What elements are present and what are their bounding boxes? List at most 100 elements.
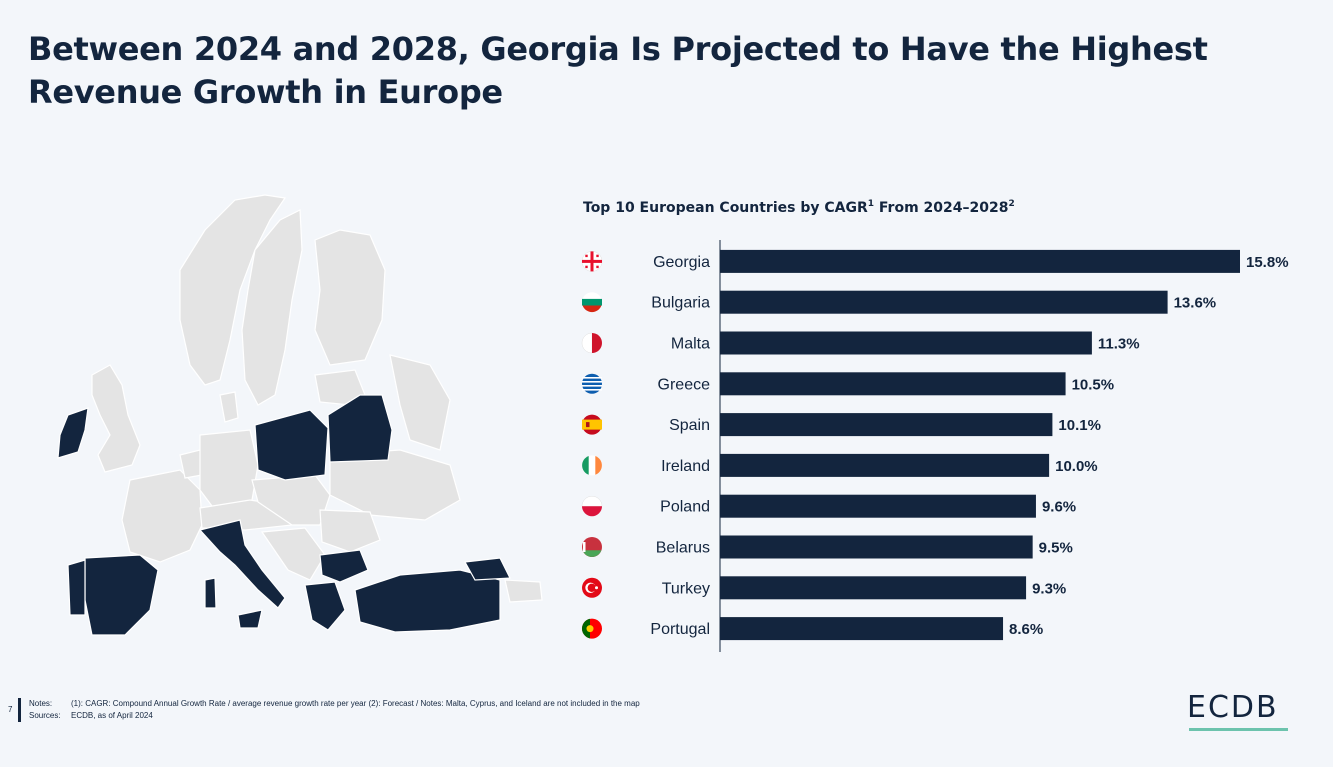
value-label: 9.3% [1032,580,1066,597]
category-label: Spain [669,417,710,434]
footer-divider [18,698,21,722]
value-label: 8.6% [1009,621,1043,638]
chart-title-main: Top 10 European Countries by CAGR [583,200,868,216]
flag-stripe-green [582,456,589,475]
map-sweden [241,209,303,406]
bar-row-poland: Poland 9.6% [581,494,1076,518]
bar-row-malta: Malta 11.3% [581,331,1140,355]
map-spain [84,554,159,636]
category-label: Greece [658,376,711,393]
footer-notes: Notes: (1): CAGR: Compound Annual Growth… [29,698,640,722]
map-russia [389,354,451,451]
bulgaria-flag-icon [582,292,602,313]
chart-title: Top 10 European Countries by CAGR1 From … [583,199,1015,216]
map-romania [319,509,381,553]
sources-label: Sources: [29,711,61,720]
flag-small-cross-0 [585,254,588,258]
flag-cross-v [590,251,594,272]
map-finland [314,229,386,366]
flag-moon-inner [587,583,596,592]
value-label: 10.5% [1072,376,1115,393]
map-belarus [327,394,393,463]
bar-row-ireland: Ireland 10.0% [582,453,1098,477]
bar [720,617,1004,641]
bar [720,331,1092,355]
bar-row-greece: Greece 10.5% [582,372,1115,396]
category-label: Belarus [656,540,710,557]
map-caucasus [504,579,543,603]
spain-flag-icon [582,414,602,435]
chart-title-range: From 2024–2028 [874,200,1009,216]
bar-row-portugal: Portugal 8.6% [581,617,1043,641]
page-number: 7 [8,705,13,714]
value-label: 10.1% [1058,417,1101,434]
value-label: 10.0% [1055,458,1098,475]
belarus-flag-icon [582,537,602,557]
bar [720,494,1036,518]
map-turkey [354,569,501,633]
malta-flag-icon [581,332,602,354]
bar-row-turkey: Turkey 9.3% [582,576,1066,600]
flag-stripe-yellow [582,419,602,430]
bar [720,249,1240,273]
value-label: 11.3% [1098,336,1140,353]
flag-emblem [586,422,590,428]
bar-row-bulgaria: Bulgaria 13.6% [582,290,1217,314]
category-label: Turkey [662,580,710,597]
flag-stripe-1 [582,381,602,383]
bar [720,413,1053,437]
flag-stripe-2 [582,385,602,387]
flag-half-red [582,506,602,517]
bar-chart: Georgia 15.8% Bulgaria 13.6% Malta 11.3% Greec… [581,240,1289,652]
bar-row-belarus: Belarus 9.5% [582,535,1073,559]
map-italy [198,519,286,609]
page-title: Between 2024 and 2028, Georgia Is Projec… [28,30,1208,111]
chart-title-footnote-2: 2 [1008,199,1015,209]
bar [720,372,1066,396]
category-label: Georgia [653,254,710,271]
flag-stripe-3 [582,389,602,391]
bar [720,290,1168,314]
flag-small-cross-1 [596,254,599,258]
notes-label: Notes: [29,699,53,708]
ireland-flag-icon [582,455,602,476]
bar [720,453,1050,477]
value-label: 9.5% [1039,540,1073,557]
category-label: Portugal [650,621,710,638]
flag-stripe-orange [595,456,602,475]
map-portugal [67,559,86,616]
map-norway [179,194,287,386]
logo-underline [1189,728,1288,731]
footer: 7 Notes: (1): CAGR: Compound Annual Grow… [8,698,640,722]
flag-star [595,586,598,590]
map-bulgaria [319,549,369,583]
sources-text: ECDB, as of April 2024 [71,711,153,720]
flag-bg [582,373,602,394]
bar [720,576,1027,600]
greece-flag-icon [582,373,602,394]
flag-green [581,618,590,639]
map-georgia [464,557,511,581]
category-label: Bulgaria [651,295,710,312]
map-poland [254,409,329,481]
category-label: Ireland [661,458,710,475]
map-france [121,469,203,563]
flag-small-cross-2 [585,265,588,269]
bar [720,535,1033,559]
bar-row-spain: Spain 10.1% [582,413,1101,437]
category-label: Malta [671,336,710,353]
map-sicily [237,609,263,629]
flag-half-white [581,495,603,507]
chart-title-footnote-1: 1 [867,199,875,209]
flag-stripe-0 [582,377,602,379]
map-sardinia [204,577,217,609]
map-uk [91,364,141,473]
flag-stripe-red [582,305,602,313]
map-greece [304,581,346,631]
poland-flag-icon [581,495,603,517]
portugal-flag-icon [581,618,602,639]
value-label: 15.8% [1246,254,1289,271]
flag-stripe-green [582,550,602,557]
europe-map [57,194,543,636]
value-label: 13.6% [1174,295,1217,312]
